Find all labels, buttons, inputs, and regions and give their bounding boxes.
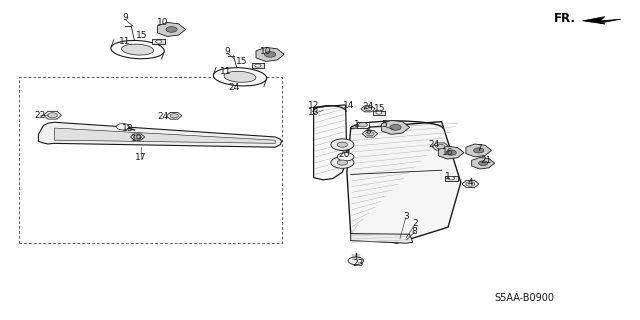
Circle shape — [390, 124, 401, 130]
Text: 12: 12 — [308, 101, 319, 110]
Polygon shape — [351, 234, 413, 243]
Text: 20: 20 — [339, 150, 350, 159]
Circle shape — [376, 111, 382, 114]
Circle shape — [364, 107, 372, 111]
Polygon shape — [161, 52, 164, 60]
Circle shape — [264, 52, 276, 57]
Text: 1: 1 — [445, 172, 451, 181]
Text: 18: 18 — [122, 124, 134, 133]
Text: 15: 15 — [374, 104, 385, 113]
Text: 11: 11 — [220, 67, 231, 76]
Circle shape — [134, 135, 141, 139]
Text: 5: 5 — [381, 120, 387, 129]
Text: 11: 11 — [119, 37, 131, 46]
Polygon shape — [432, 143, 449, 150]
Text: 4: 4 — [468, 178, 473, 187]
Text: 19: 19 — [131, 134, 142, 143]
Text: 2: 2 — [412, 220, 417, 228]
Text: 7: 7 — [476, 144, 481, 153]
Polygon shape — [214, 67, 216, 75]
Text: 17: 17 — [135, 153, 147, 162]
Polygon shape — [361, 106, 375, 112]
Circle shape — [479, 161, 488, 165]
Polygon shape — [264, 79, 266, 87]
Text: 1: 1 — [355, 120, 360, 129]
Ellipse shape — [224, 71, 256, 82]
Circle shape — [166, 27, 177, 32]
Text: FR.: FR. — [554, 12, 576, 25]
FancyBboxPatch shape — [373, 110, 385, 115]
Polygon shape — [438, 146, 464, 159]
Text: 22: 22 — [34, 111, 45, 120]
Text: 15: 15 — [136, 31, 148, 40]
Circle shape — [337, 153, 354, 161]
FancyBboxPatch shape — [357, 122, 369, 128]
Text: 10: 10 — [157, 18, 169, 27]
Circle shape — [331, 139, 354, 150]
Polygon shape — [466, 144, 492, 157]
Text: S5AA-B0900: S5AA-B0900 — [495, 293, 555, 303]
Circle shape — [331, 157, 354, 168]
Polygon shape — [256, 47, 284, 61]
Polygon shape — [582, 17, 621, 24]
Circle shape — [337, 160, 348, 165]
Polygon shape — [111, 40, 114, 47]
Circle shape — [448, 177, 454, 180]
Polygon shape — [472, 157, 495, 169]
Polygon shape — [131, 134, 145, 140]
Text: 6: 6 — [365, 127, 371, 136]
Polygon shape — [44, 111, 61, 119]
Polygon shape — [166, 113, 182, 119]
Polygon shape — [54, 128, 275, 143]
Text: 9: 9 — [122, 13, 127, 22]
Polygon shape — [38, 122, 282, 147]
Text: 8: 8 — [412, 227, 417, 236]
Text: 24: 24 — [157, 112, 169, 121]
Circle shape — [474, 148, 484, 153]
Ellipse shape — [122, 44, 154, 55]
Text: 14: 14 — [343, 101, 355, 110]
Circle shape — [466, 182, 475, 186]
Text: 15: 15 — [236, 57, 248, 66]
Circle shape — [255, 64, 261, 67]
Circle shape — [358, 123, 367, 127]
Polygon shape — [362, 131, 378, 137]
Polygon shape — [314, 105, 347, 180]
Circle shape — [337, 142, 348, 147]
Ellipse shape — [213, 68, 267, 86]
Text: 16: 16 — [442, 148, 454, 157]
Text: 24: 24 — [228, 83, 239, 92]
Polygon shape — [462, 180, 479, 188]
Circle shape — [348, 257, 364, 265]
FancyBboxPatch shape — [252, 63, 264, 68]
Text: 13: 13 — [308, 108, 319, 117]
Text: 24: 24 — [362, 102, 374, 111]
Polygon shape — [381, 120, 410, 134]
Circle shape — [446, 150, 456, 155]
Ellipse shape — [111, 40, 164, 59]
Circle shape — [116, 124, 129, 130]
Text: 23: 23 — [353, 259, 364, 268]
Circle shape — [47, 113, 58, 118]
Text: 9: 9 — [225, 47, 230, 56]
Text: 21: 21 — [481, 156, 492, 165]
Text: 24: 24 — [428, 140, 440, 149]
Polygon shape — [347, 122, 461, 243]
FancyBboxPatch shape — [445, 176, 458, 180]
Circle shape — [365, 132, 374, 136]
Circle shape — [156, 40, 162, 43]
Text: 3: 3 — [403, 212, 408, 221]
FancyBboxPatch shape — [152, 39, 165, 44]
Polygon shape — [157, 22, 186, 36]
Text: 10: 10 — [260, 47, 271, 56]
Circle shape — [436, 144, 445, 149]
Circle shape — [170, 114, 179, 118]
